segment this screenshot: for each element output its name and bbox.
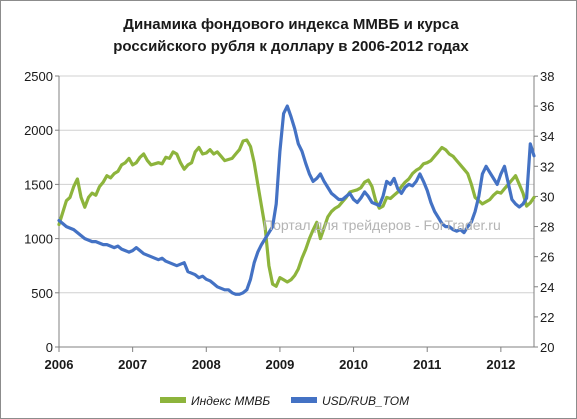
legend-label-usdrub: USD/RUB_TOM	[322, 394, 409, 408]
right-tick-label: 34	[540, 129, 554, 144]
series-lines	[57, 104, 536, 296]
usdrub-rate-line	[57, 104, 536, 296]
legend-label-micex: Индекс ММВБ	[191, 394, 270, 408]
right-tick-label: 36	[540, 99, 554, 114]
gridlines	[58, 75, 535, 348]
right-tick-label: 38	[540, 69, 554, 84]
micex-index-line	[57, 138, 536, 288]
left-tick-label: 2000	[24, 123, 53, 138]
chart-title-line-2: российского рубля к доллару в 2006-2012 …	[113, 38, 469, 55]
right-tick-label: 20	[540, 340, 554, 355]
x-tick-label: 2011	[413, 357, 441, 372]
x-tick-label: 2009	[265, 357, 294, 372]
x-tick-label: 2006	[45, 357, 74, 372]
left-tick-label: 1500	[24, 177, 53, 192]
right-tick-label: 32	[540, 159, 554, 174]
x-tick-label: 2010	[339, 357, 368, 372]
right-tick-label: 28	[540, 220, 554, 235]
right-tick-label: 24	[540, 280, 554, 295]
left-tick-label: 500	[31, 286, 53, 301]
x-tick-label: 2007	[118, 357, 147, 372]
left-tick-label: 0	[46, 340, 53, 355]
x-tick-label: 2012	[486, 357, 515, 372]
right-tick-label: 26	[540, 250, 554, 265]
chart-title-line-1: Динамика фондового индекса ММВБ и курса	[123, 16, 459, 33]
right-tick-label: 22	[540, 310, 554, 325]
left-tick-label: 2500	[24, 69, 53, 84]
left-tick-label: 1000	[24, 232, 53, 247]
watermark: Портал для трейдеров - ForTrader.ru	[263, 217, 501, 233]
legend-swatch-usdrub	[291, 397, 317, 403]
right-axis-ticks: 20 22 24 26 28 30 32 34 36 38	[534, 69, 554, 355]
right-tick-label: 30	[540, 189, 554, 204]
left-axis-ticks: 0 500 1000 1500 2000 2500	[24, 69, 59, 355]
x-axis-ticks: 2006 2007 2008 2009 2010 2011 2012	[45, 347, 515, 372]
legend-swatch-micex	[160, 397, 186, 403]
legend: Индекс ММВБ USD/RUB_TOM	[160, 394, 409, 408]
x-tick-label: 2008	[192, 357, 221, 372]
